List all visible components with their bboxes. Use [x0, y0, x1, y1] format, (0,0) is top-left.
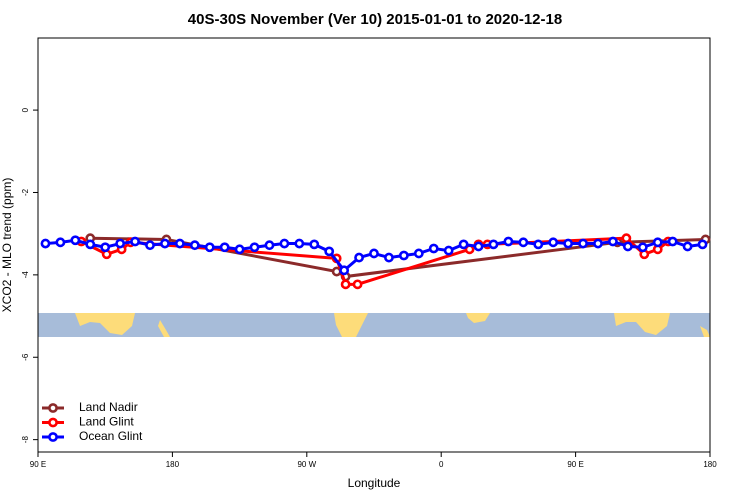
point	[518, 237, 529, 248]
legend-marker	[48, 417, 58, 428]
y-tick-label: 0	[21, 107, 30, 112]
point	[85, 239, 96, 250]
point	[384, 252, 394, 263]
legend-label: Land Glint	[79, 415, 134, 429]
y-tick-label: -6	[21, 353, 30, 361]
x-tick-label: 0	[439, 460, 444, 469]
land	[75, 313, 135, 335]
point	[40, 238, 51, 249]
point	[533, 239, 544, 250]
point	[563, 238, 574, 249]
point	[652, 237, 663, 248]
chart-title: 40S-30S November (Ver 10) 2015-01-01 to …	[188, 11, 562, 28]
point	[578, 238, 588, 249]
legend-label: Land Nadir	[79, 400, 138, 414]
point	[369, 248, 379, 259]
point	[309, 239, 320, 250]
point	[443, 245, 454, 256]
point	[354, 252, 364, 263]
land	[158, 320, 170, 337]
y-tick-label: -8	[21, 436, 30, 444]
point	[145, 240, 155, 251]
legend-label: Ocean Glint	[79, 429, 143, 443]
point	[249, 242, 260, 253]
point	[55, 237, 66, 248]
legend-marker	[48, 403, 58, 413]
point	[189, 240, 200, 251]
x-tick-label: 90 E	[30, 460, 46, 469]
y-tick-label: -2	[21, 188, 30, 196]
point	[458, 239, 469, 250]
land	[466, 313, 490, 323]
point	[174, 238, 185, 249]
point	[608, 236, 618, 247]
y-tick-label: -4	[21, 271, 30, 279]
x-axis-label: Longitude	[348, 476, 401, 490]
point	[324, 246, 335, 257]
point	[548, 237, 559, 248]
point	[697, 239, 708, 250]
x-tick-label: 180	[703, 460, 717, 469]
point	[100, 242, 111, 253]
legend-marker	[48, 432, 58, 442]
point	[352, 279, 363, 290]
point	[204, 242, 215, 253]
point	[473, 241, 484, 252]
point	[413, 248, 424, 259]
land	[334, 313, 368, 337]
point	[219, 242, 230, 253]
point	[667, 236, 678, 247]
point	[428, 243, 439, 254]
point	[264, 240, 275, 251]
plot-frame	[37, 37, 711, 453]
point	[130, 236, 140, 247]
point	[115, 238, 126, 249]
point	[70, 235, 81, 246]
x-tick-label: 90 E	[567, 460, 583, 469]
point	[234, 244, 245, 255]
point	[340, 279, 351, 290]
point	[621, 233, 632, 244]
point	[279, 238, 290, 249]
x-tick-label: 180	[166, 460, 180, 469]
point	[622, 241, 633, 252]
point	[398, 250, 409, 261]
ocean-band	[38, 313, 710, 337]
y-axis-label: XCO2 - MLO trend (ppm)	[0, 178, 14, 313]
point	[637, 242, 648, 253]
land	[614, 313, 670, 335]
point	[339, 265, 350, 276]
point	[593, 238, 603, 249]
point	[488, 239, 499, 250]
point	[682, 241, 693, 252]
point	[160, 238, 170, 249]
land	[700, 326, 710, 337]
point	[294, 238, 305, 249]
point	[503, 236, 514, 247]
x-tick-label: 90 W	[297, 460, 316, 469]
map-strip	[38, 313, 710, 337]
